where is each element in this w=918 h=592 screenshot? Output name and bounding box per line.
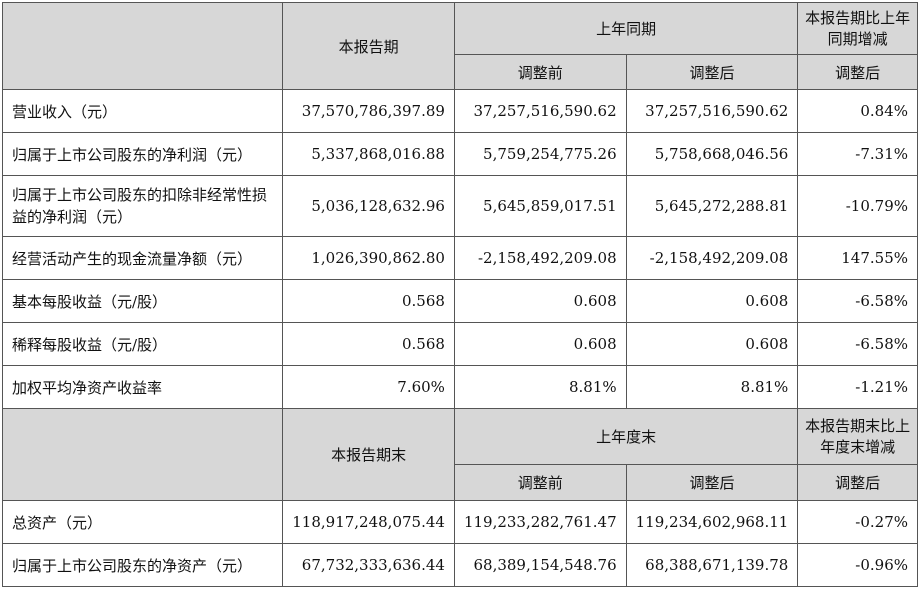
change-value: -6.58% [797, 279, 918, 323]
row-label: 归属于上市公司股东的扣除非经常性损益的净利润（元） [1, 175, 284, 237]
change-value: -7.31% [797, 132, 918, 176]
after-adjust-value: 8.81% [625, 365, 799, 409]
before-adjust-value: 37,257,516,590.62 [453, 89, 627, 133]
after-adjust-change-header: 调整后 [797, 464, 918, 501]
before-adjust-header: 调整前 [453, 54, 627, 90]
before-adjust-value: 5,645,859,017.51 [453, 175, 627, 237]
row-label: 稀释每股收益（元/股） [1, 322, 284, 366]
row-label: 营业收入（元） [1, 89, 284, 133]
row-label: 总资产（元） [1, 500, 284, 544]
section1-header-row: 本报告期 上年同期 本报告期比上年同期增减 [1, 2, 918, 90]
row-label: 加权平均净资产收益率 [1, 365, 284, 409]
before-adjust-value: 5,759,254,775.26 [453, 132, 627, 176]
table-row: 总资产（元） 118,917,248,075.44 119,233,282,76… [1, 500, 918, 544]
section2-subheader-row: 调整前 调整后 调整后 [3, 464, 918, 501]
after-adjust-value: 5,645,272,288.81 [625, 175, 799, 237]
before-adjust-value: 119,233,282,761.47 [453, 500, 627, 544]
row-label: 归属于上市公司股东的净利润（元） [1, 132, 284, 176]
table-row: 基本每股收益（元/股） 0.568 0.608 0.608 -6.58% [1, 279, 918, 323]
after-adjust-value: 119,234,602,968.11 [625, 500, 799, 544]
after-adjust-value: 0.608 [625, 279, 799, 323]
before-adjust-value: 0.608 [453, 322, 627, 366]
current-value: 7.60% [282, 365, 455, 409]
row-label: 经营活动产生的现金流量净额（元） [1, 236, 284, 280]
change-value: -6.58% [797, 322, 918, 366]
table-row: 经营活动产生的现金流量净额（元） 1,026,390,862.80 -2,158… [1, 236, 918, 280]
after-adjust-value: -2,158,492,209.08 [625, 236, 799, 280]
before-adjust-value: 68,389,154,548.76 [453, 543, 627, 587]
current-value: 37,570,786,397.89 [282, 89, 455, 133]
table-row: 稀释每股收益（元/股） 0.568 0.608 0.608 -6.58% [1, 322, 918, 366]
table-row: 加权平均净资产收益率 7.60% 8.81% 8.81% -1.21% [1, 365, 918, 409]
change-value: -10.79% [797, 175, 918, 237]
after-adjust-change-header: 调整后 [797, 54, 918, 90]
change-value: -1.21% [797, 365, 918, 409]
current-value: 0.568 [282, 322, 455, 366]
after-adjust-header: 调整后 [625, 54, 799, 90]
section2-header-row: 本报告期末 上年度末 本报告期末比上年度末增减 [1, 408, 918, 501]
current-value: 0.568 [282, 279, 455, 323]
after-adjust-value: 0.608 [625, 322, 799, 366]
after-adjust-value: 68,388,671,139.78 [625, 543, 799, 587]
before-adjust-value: 8.81% [453, 365, 627, 409]
current-value: 5,036,128,632.96 [282, 175, 455, 237]
row-label: 基本每股收益（元/股） [1, 279, 284, 323]
before-adjust-header: 调整前 [453, 464, 627, 501]
same-period-last-year-header: 上年同期 [453, 2, 799, 55]
current-period-header: 本报告期 [282, 2, 455, 90]
change-vs-last-year-end-header: 本报告期末比上年度末增减 [797, 408, 918, 465]
last-year-end-header: 上年度末 [453, 408, 799, 465]
change-value: 147.55% [797, 236, 918, 280]
after-adjust-value: 37,257,516,590.62 [625, 89, 799, 133]
current-period-end-header: 本报告期末 [282, 408, 455, 501]
after-adjust-header: 调整后 [625, 464, 799, 501]
row-label: 归属于上市公司股东的净资产（元） [1, 543, 284, 587]
change-value: -0.27% [797, 500, 918, 544]
section1-subheader-row: 调整前 调整后 调整后 [3, 54, 918, 90]
table-row: 归属于上市公司股东的扣除非经常性损益的净利润（元） 5,036,128,632.… [1, 175, 918, 237]
before-adjust-value: -2,158,492,209.08 [453, 236, 627, 280]
table-row: 归属于上市公司股东的净利润（元） 5,337,868,016.88 5,759,… [1, 132, 918, 176]
change-value: -0.96% [797, 543, 918, 587]
before-adjust-value: 0.608 [453, 279, 627, 323]
table-row: 归属于上市公司股东的净资产（元） 67,732,333,636.44 68,38… [1, 543, 918, 587]
table-row: 营业收入（元） 37,570,786,397.89 37,257,516,590… [1, 89, 918, 133]
change-value: 0.84% [797, 89, 918, 133]
blank-header-cell [1, 408, 284, 501]
current-value: 67,732,333,636.44 [282, 543, 455, 587]
current-value: 5,337,868,016.88 [282, 132, 455, 176]
current-value: 118,917,248,075.44 [282, 500, 455, 544]
yoy-change-header: 本报告期比上年同期增减 [797, 2, 918, 55]
after-adjust-value: 5,758,668,046.56 [625, 132, 799, 176]
blank-header-cell [1, 2, 284, 90]
current-value: 1,026,390,862.80 [282, 236, 455, 280]
